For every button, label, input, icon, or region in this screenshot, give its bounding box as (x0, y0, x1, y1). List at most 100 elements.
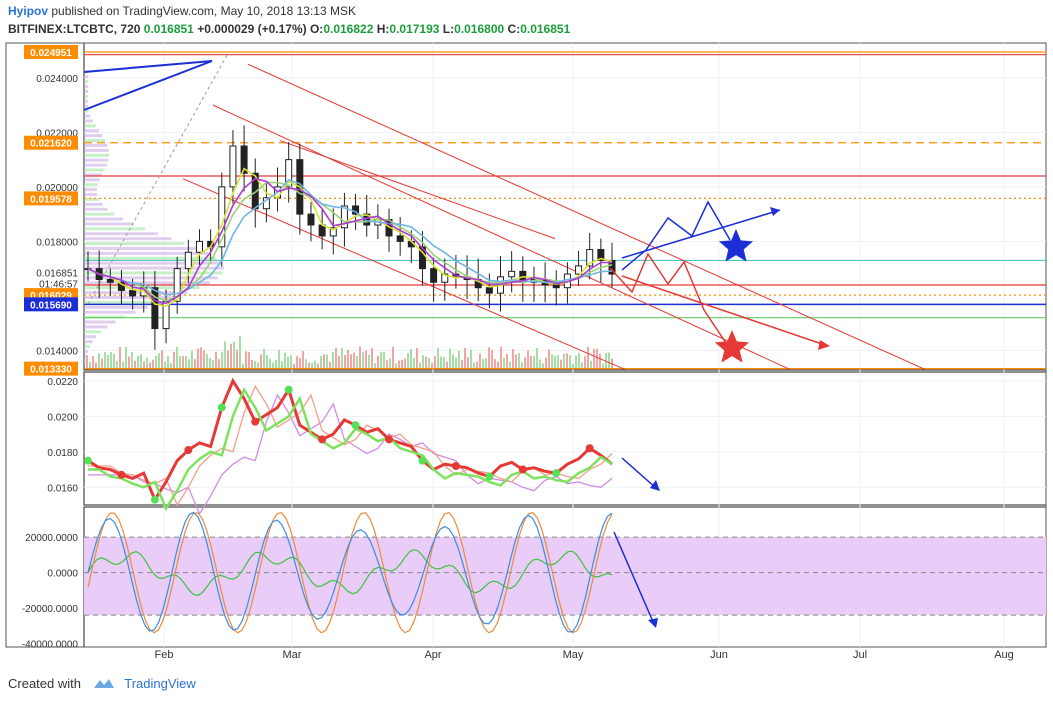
channel-line-inner (279, 140, 556, 240)
volume-profile-bar (84, 242, 185, 246)
bullish-arrowhead-icon (770, 207, 780, 216)
volume-bar (194, 359, 196, 368)
candle-body (129, 289, 137, 297)
volume-bar (164, 361, 166, 368)
channel-line-upper (247, 63, 926, 370)
volume-bar (494, 359, 496, 368)
volume-bar (203, 350, 205, 368)
volume-profile-bar (84, 139, 106, 143)
x-tick-apr: Apr (424, 649, 441, 661)
volume-bar (488, 347, 490, 368)
volume-bar (605, 352, 607, 368)
volume-bar (335, 347, 337, 368)
y-tick-osc2: 0.0000 (47, 569, 78, 580)
volume-bar (245, 351, 247, 368)
volume-bar (206, 354, 208, 368)
volume-bar (95, 362, 97, 368)
y-tick-osc2: -40000.0000 (22, 639, 79, 650)
author-name[interactable]: Hyipov (8, 4, 49, 18)
volume-bar (548, 349, 550, 368)
osc1-signal-dot (150, 495, 159, 504)
volume-bar (350, 354, 352, 368)
volume-bar (476, 361, 478, 368)
volume-bar (224, 341, 226, 368)
volume-bar (221, 351, 223, 368)
volume-bar (533, 356, 535, 368)
candle-body (597, 249, 605, 261)
candle-body (262, 197, 270, 210)
channel-line-mid (212, 104, 791, 370)
volume-bar (545, 357, 547, 368)
volume-bar (500, 346, 502, 368)
candle-body (173, 268, 181, 302)
volume-profile-bar (84, 340, 93, 344)
price-label-box (24, 191, 78, 206)
low-value: 0.016800 (454, 22, 505, 36)
blue-star-icon (718, 229, 754, 262)
volume-bar (143, 361, 145, 368)
candle-body (586, 249, 594, 267)
y-tick-main: 0.014000 (36, 346, 78, 357)
volume-bar (257, 362, 259, 368)
volume-profile-bar (84, 197, 99, 201)
volume-bar (407, 353, 409, 368)
volume-profile-bar (84, 94, 88, 98)
publish-line: Hyipov published on TradingView.com, May… (8, 4, 356, 18)
volume-profile-bar (84, 237, 172, 241)
candle-body (106, 279, 114, 283)
volume-bar (89, 361, 91, 368)
osc1-signal-dot (318, 435, 327, 444)
ma-purple-line (87, 177, 612, 305)
tradingview-link[interactable]: TradingView (124, 676, 196, 691)
volume-bar (554, 355, 556, 368)
volume-profile-bar (84, 256, 217, 260)
y-tick-main: 0.022000 (36, 128, 78, 139)
osc1-arrowhead-icon (650, 480, 660, 491)
y-tick-main: 0.018000 (36, 237, 78, 248)
volume-bar (599, 353, 601, 368)
volume-bar (569, 355, 571, 368)
volume-bar (506, 353, 508, 368)
volume-profile-bar (84, 207, 108, 211)
osc1-signal-dot (385, 435, 394, 444)
volume-bar (557, 355, 559, 368)
volume-profile-bar (84, 271, 223, 275)
volume-bar (278, 349, 280, 368)
price-label-text: 0.019578 (30, 194, 72, 205)
volume-bar (386, 360, 388, 368)
volume-bar (443, 356, 445, 368)
volume-bar (329, 361, 331, 368)
volume-bar (179, 356, 181, 368)
volume-bar (521, 362, 523, 368)
volume-profile-bar (84, 232, 158, 236)
volume-bar (269, 358, 271, 368)
price-change: +0.000029 (+0.17%) (197, 22, 307, 36)
volume-bar (446, 361, 448, 368)
osc1-signal-dot (217, 403, 226, 412)
volume-bar (110, 351, 112, 368)
volume-bar (188, 359, 190, 368)
volume-bar (368, 354, 370, 368)
volume-bar (302, 351, 304, 368)
candle-body (307, 213, 315, 226)
volume-bar (365, 350, 367, 368)
volume-bar (86, 355, 88, 368)
created-with-label: Created with (8, 676, 81, 691)
volume-bar (380, 352, 382, 368)
volume-bar (272, 362, 274, 368)
candle-body (340, 205, 348, 229)
volume-bar (125, 346, 127, 368)
chart-header: Hyipov published on TradingView.com, May… (0, 0, 1053, 40)
osc2-arrow-line (613, 531, 655, 625)
volume-profile-bar (84, 173, 103, 177)
volume-bar (581, 362, 583, 368)
volume-bar (452, 354, 454, 368)
volume-profile-bar (84, 153, 110, 157)
volume-bar (200, 347, 202, 368)
footer: Created with TradingView (8, 676, 196, 691)
close-value: 0.016851 (520, 22, 571, 36)
volume-bar (410, 349, 412, 368)
osc2-arrowhead-icon (648, 618, 658, 628)
volume-profile-bar (84, 193, 98, 197)
